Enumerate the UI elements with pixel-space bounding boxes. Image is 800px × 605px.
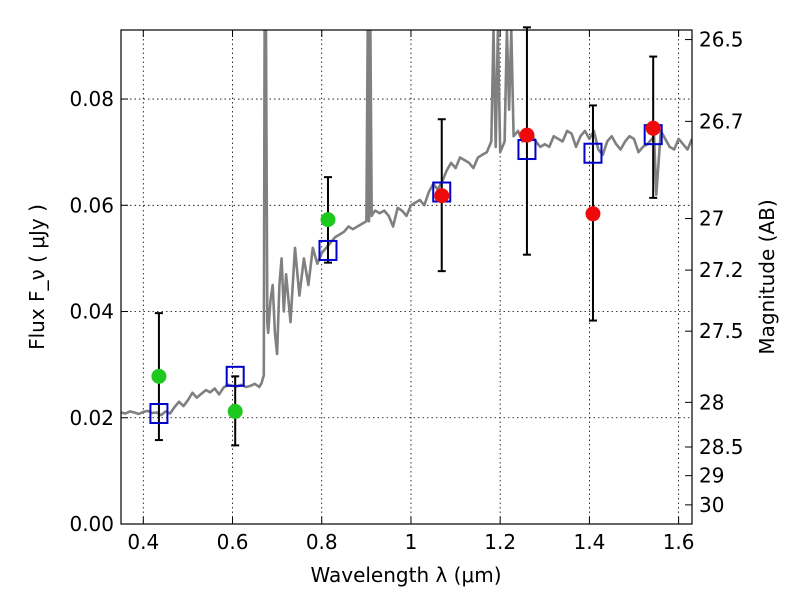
axis-ticks: 0.4 0.6 0.8 1 1.2 1.4 1.6 0.00 0.02 0.04 0.06 0.08 2… (69, 28, 743, 554)
model-photometry-square (149, 403, 169, 425)
y2-tick-label: 30 (699, 493, 724, 517)
y2-axis-title: Magnitude (AB) (755, 199, 779, 354)
y2-tick-label: 26.7 (699, 109, 744, 133)
x-tick-label: 0.6 (217, 530, 249, 554)
y2-tick-label: 28 (699, 390, 724, 414)
y-tick-label: 0.04 (69, 300, 114, 324)
model-photometry-square (583, 142, 603, 164)
x-tick-label: 1.6 (663, 530, 695, 554)
model-photometry-square (225, 365, 245, 387)
optical-observed-point (227, 403, 243, 419)
y2-tick-label: 28.5 (699, 435, 744, 459)
x-tick-label: 0.4 (127, 530, 159, 554)
optical-observed-point (320, 212, 336, 228)
plot-data (121, 30, 692, 417)
nir-observed-point (585, 206, 601, 222)
y2-tick-label: 27.2 (699, 258, 744, 282)
y2-tick-label: 29 (699, 464, 724, 488)
y-axis-title: Flux F_ν ( μJy ) (25, 204, 49, 350)
y-tick-label: 0.08 (69, 87, 114, 111)
x-tick-label: 1.2 (484, 530, 516, 554)
nir-observed-point (434, 188, 450, 204)
y-tick-label: 0.02 (69, 406, 114, 430)
y2-tick-label: 26.5 (699, 28, 744, 52)
x-tick-label: 1.4 (573, 530, 605, 554)
nir-observed-point (645, 120, 661, 136)
y2-tick-label: 27.5 (699, 319, 744, 343)
plot-markers (149, 26, 663, 447)
x-tick-label: 0.8 (306, 530, 338, 554)
model-spectrum-line (121, 30, 692, 417)
x-tick-label: 1 (405, 530, 418, 554)
x-axis-title: Wavelength λ (μm) (310, 563, 501, 587)
grid-lines (121, 30, 692, 525)
nir-observed-point (519, 127, 535, 143)
optical-observed-point (151, 368, 167, 384)
y2-tick-label: 27 (699, 207, 724, 231)
y-tick-label: 0.06 (69, 193, 114, 217)
model-photometry-square (318, 239, 338, 261)
plot-frame (120, 29, 693, 525)
y-tick-label: 0.00 (69, 512, 114, 536)
